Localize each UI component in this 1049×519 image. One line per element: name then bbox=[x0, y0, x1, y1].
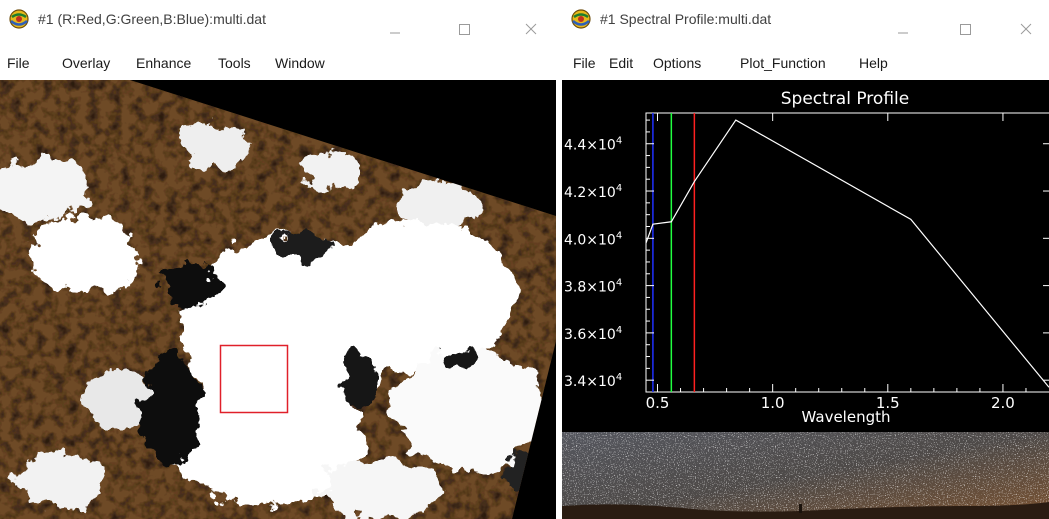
minimize-icon bbox=[390, 32, 400, 34]
plot-frame bbox=[645, 112, 1049, 393]
profile-window-menubar: File Edit Options Plot_Function Help bbox=[562, 50, 1049, 74]
image-window-titlebar[interactable]: #1 (R:Red,G:Green,B:Blue):multi.dat bbox=[0, 0, 556, 38]
close-icon bbox=[525, 23, 537, 35]
y-tick-label-3: 4.0×104 bbox=[564, 230, 622, 248]
menu-tools[interactable]: Tools bbox=[218, 55, 251, 71]
maximize-icon bbox=[459, 24, 470, 35]
maximize-button[interactable] bbox=[942, 0, 988, 38]
y-tick-label-4: 4.2×104 bbox=[564, 183, 622, 201]
image-window-menubar: File Overlay Enhance Tools Window bbox=[0, 50, 556, 74]
close-icon bbox=[1020, 23, 1032, 35]
preview-image bbox=[562, 432, 1049, 519]
minimize-button[interactable] bbox=[880, 0, 926, 38]
image-window-title: #1 (R:Red,G:Green,B:Blue):multi.dat bbox=[38, 11, 266, 27]
x-tick-label-0: 0.5 bbox=[646, 394, 670, 412]
x-axis-label: Wavelength bbox=[802, 408, 891, 426]
menu-enhance[interactable]: Enhance bbox=[136, 55, 192, 71]
y-tick-label-1: 3.6×104 bbox=[564, 325, 622, 343]
menu-plot-function[interactable]: Plot_Function bbox=[740, 55, 826, 71]
image-preview bbox=[562, 432, 1049, 519]
minimize-button[interactable] bbox=[372, 0, 418, 38]
profile-window-title: #1 Spectral Profile:multi.dat bbox=[600, 11, 772, 27]
x-tick-label-3: 2.0 bbox=[991, 394, 1015, 412]
satellite-image bbox=[0, 80, 556, 519]
image-window: #1 (R:Red,G:Green,B:Blue):multi.dat File… bbox=[0, 0, 556, 519]
maximize-icon bbox=[960, 24, 971, 35]
y-tick-label-2: 3.8×104 bbox=[564, 278, 622, 296]
envi-globe-icon bbox=[9, 9, 29, 29]
selection-box[interactable] bbox=[219, 344, 289, 414]
spectral-profile-window: #1 Spectral Profile:multi.dat File Edit … bbox=[562, 0, 1049, 519]
spectral-plot[interactable]: Spectral Profile Wavelength 3.4×104 3.6×1… bbox=[562, 80, 1049, 432]
profile-window-titlebar[interactable]: #1 Spectral Profile:multi.dat bbox=[562, 0, 1049, 38]
menu-help[interactable]: Help bbox=[859, 55, 888, 71]
minimize-icon bbox=[898, 32, 908, 34]
spectral-plot-canvas: Spectral Profile Wavelength 3.4×104 3.6×1… bbox=[564, 89, 1049, 426]
envi-globe-icon bbox=[571, 9, 591, 29]
maximize-button[interactable] bbox=[441, 0, 487, 38]
menu-edit[interactable]: Edit bbox=[609, 55, 634, 71]
chart-title: Spectral Profile bbox=[781, 89, 909, 109]
x-tick-label-2: 1.5 bbox=[876, 394, 900, 412]
spectral-profile-line bbox=[645, 119, 1049, 388]
close-button[interactable] bbox=[1003, 0, 1049, 38]
window-gap bbox=[556, 0, 562, 519]
menu-file[interactable]: File bbox=[573, 55, 596, 71]
image-display[interactable] bbox=[0, 80, 556, 519]
y-tick-label-0: 3.4×104 bbox=[564, 372, 622, 390]
x-tick-label-1: 1.0 bbox=[761, 394, 785, 412]
y-tick-label-5: 4.4×104 bbox=[564, 136, 622, 154]
menu-file[interactable]: File bbox=[7, 55, 30, 71]
menu-overlay[interactable]: Overlay bbox=[62, 55, 111, 71]
menu-options[interactable]: Options bbox=[653, 55, 702, 71]
close-button[interactable] bbox=[508, 0, 554, 38]
menu-window[interactable]: Window bbox=[275, 55, 325, 71]
